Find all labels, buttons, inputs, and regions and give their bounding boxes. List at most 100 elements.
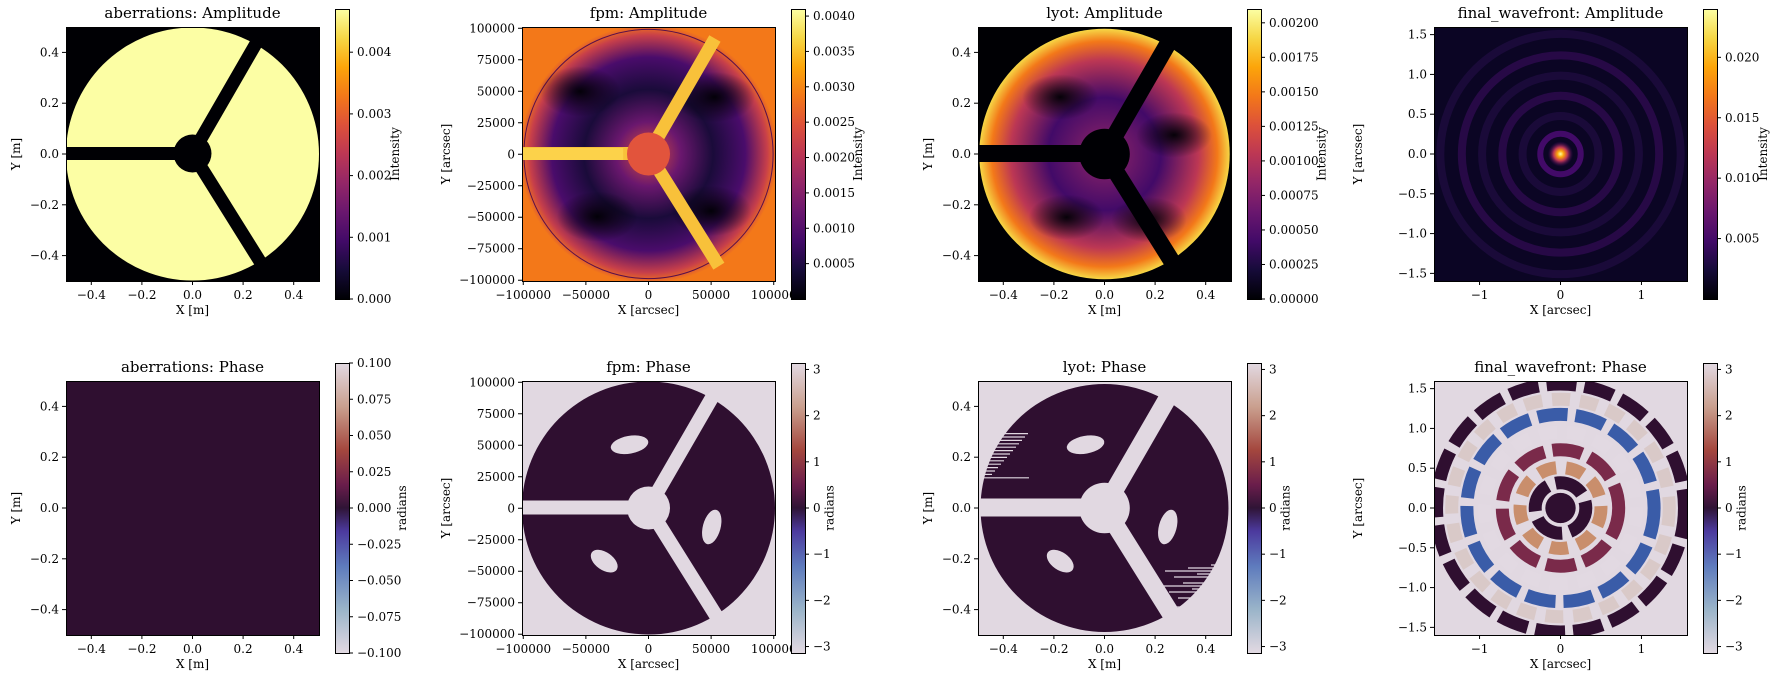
y-axis-label: Y [arcsec] (1351, 124, 1365, 186)
x-tick-label: 100000 (751, 288, 797, 302)
colorbar-tick-label: 0 (1269, 501, 1277, 515)
colorbar (335, 9, 349, 299)
central-obscuration (173, 134, 212, 173)
y-tick-label: 0.0 (952, 501, 971, 515)
x-tick-label: −0.2 (1039, 642, 1068, 656)
x-tick-label: 50000 (692, 288, 730, 302)
x-tick-label: −0.2 (127, 288, 156, 302)
colorbar-tick-label: 0.00200 (1269, 16, 1319, 30)
x-tick-label: 50000 (692, 642, 730, 656)
x-axis-label: X [arcsec] (618, 303, 679, 317)
spider-arm (1097, 148, 1183, 271)
central-region (626, 486, 671, 530)
airy-ring (1436, 29, 1685, 279)
x-axis-label: X [arcsec] (1530, 657, 1591, 671)
colorbar-tick-label: 0.0030 (813, 80, 855, 94)
y-axis-label: Y [m] (921, 492, 935, 525)
y-tick-label: 0.0 (1408, 501, 1427, 515)
colorbar-tick-label: 0.0005 (813, 257, 855, 271)
spider-arm (978, 498, 1105, 517)
y-tick-label: −1.5 (1398, 266, 1427, 280)
airy-ring (1478, 71, 1643, 237)
phase-ring (1495, 443, 1626, 573)
x-tick-label: 100000 (751, 642, 797, 656)
colorbar-tick-label: 0.000 (357, 501, 391, 515)
colorbar-tick-label: −1 (1269, 547, 1287, 561)
colorbar-tick-label: 0.003 (357, 107, 391, 121)
colorbar-label: radians (395, 485, 409, 530)
airy-ring (1518, 112, 1603, 196)
colorbar-tick-label: 1 (1725, 455, 1733, 469)
y-tick-label: −100000 (459, 273, 515, 287)
colorbar-tick-label: −2 (1725, 593, 1743, 607)
colorbar-tick-label: −3 (1725, 640, 1743, 654)
y-axis-label: Y [arcsec] (1351, 478, 1365, 540)
x-axis-label: X [arcsec] (1530, 303, 1591, 317)
x-tick-label: 0 (1557, 642, 1565, 656)
y-tick-label: −1.5 (1398, 620, 1427, 634)
y-tick-label: −50000 (467, 564, 515, 578)
subplot-3: final_wavefront: Amplitude −1 0 1 X [arcsec]… (1351, 4, 1770, 317)
colorbar-tick-label: 0.005 (1725, 232, 1759, 246)
y-tick-label: 0.5 (1408, 107, 1427, 121)
colorbar-tick-label: −0.075 (357, 610, 401, 624)
y-axis-label: Y [m] (9, 492, 23, 525)
colorbar-label: Intensity (851, 127, 865, 181)
phase-island (590, 549, 618, 573)
x-tick-label: 0.4 (284, 642, 303, 656)
colorbar-tick-label: 0.00000 (1269, 292, 1319, 306)
y-tick-label: −0.4 (30, 603, 60, 617)
dark-lobe (556, 191, 638, 242)
colorbar-tick-label: 0.0035 (813, 44, 855, 58)
x-tick-label: 0 (645, 642, 653, 656)
colorbar-tick-label: 0.020 (1725, 50, 1759, 64)
x-axis-label: X [m] (176, 657, 209, 671)
spider-arm (642, 150, 725, 270)
y-tick-label: −0.4 (942, 603, 972, 617)
y-tick-label: −0.5 (1398, 187, 1427, 201)
colorbar-tick-label: 0.000 (357, 292, 391, 306)
y-tick-label: −100000 (459, 627, 515, 641)
x-tick-label: 1 (1638, 642, 1646, 656)
colorbar-tick-label: −1 (1725, 547, 1743, 561)
x-tick-label: 0.4 (1196, 288, 1215, 302)
y-tick-label: 0.0 (40, 501, 59, 515)
colorbar-tick-label: 0 (1725, 501, 1733, 515)
airy-ring (1457, 51, 1664, 257)
colorbar-tick-label: 0.0025 (813, 115, 855, 129)
y-tick-label: 50000 (477, 438, 515, 452)
colorbar-tick-label: 2 (1725, 409, 1733, 423)
colorbar-tick-label: 3 (1725, 362, 1733, 376)
x-tick-label: −1 (1471, 642, 1489, 656)
phase-ring (1528, 476, 1593, 540)
colorbar-tick-label: 0.075 (357, 392, 391, 406)
y-tick-label: −1.0 (1398, 581, 1427, 595)
subplot-title: lyot: Amplitude (1046, 4, 1163, 22)
colorbar (1247, 363, 1261, 653)
x-axis-label: X [m] (176, 303, 209, 317)
y-axis-label: Y [arcsec] (439, 124, 453, 186)
colorbar-label: Intensity (388, 127, 402, 181)
colorbar-tick-label: 3 (1269, 362, 1277, 376)
spider-arm (186, 150, 269, 270)
x-tick-label: 0.2 (234, 642, 253, 656)
heatmap-image (978, 27, 1231, 281)
x-tick-label: 0.0 (1095, 642, 1114, 656)
x-axis-label: X [m] (1088, 657, 1121, 671)
colorbar-tick-label: 0.100 (357, 356, 391, 370)
phase-island (702, 509, 722, 545)
spider-arm (1096, 387, 1179, 512)
colorbar-tick-label: 0.00125 (1269, 119, 1319, 133)
y-tick-label: 0.2 (952, 450, 971, 464)
spider-arm (642, 35, 721, 157)
subplot-1: fpm: Amplitude −100000 −50000 0 50000 100000 X… (439, 4, 865, 317)
colorbar-tick-label: 0.004 (357, 45, 392, 59)
y-tick-label: 1.5 (1408, 382, 1427, 396)
y-tick-label: 25000 (477, 116, 515, 130)
colorbar-tick-label: 1 (1269, 455, 1277, 469)
y-tick-label: 1.5 (1408, 28, 1427, 42)
heatmap-image (66, 381, 319, 635)
colorbar (791, 363, 805, 653)
x-tick-label: 0.0 (1095, 288, 1114, 302)
x-tick-label: −0.2 (127, 642, 156, 656)
